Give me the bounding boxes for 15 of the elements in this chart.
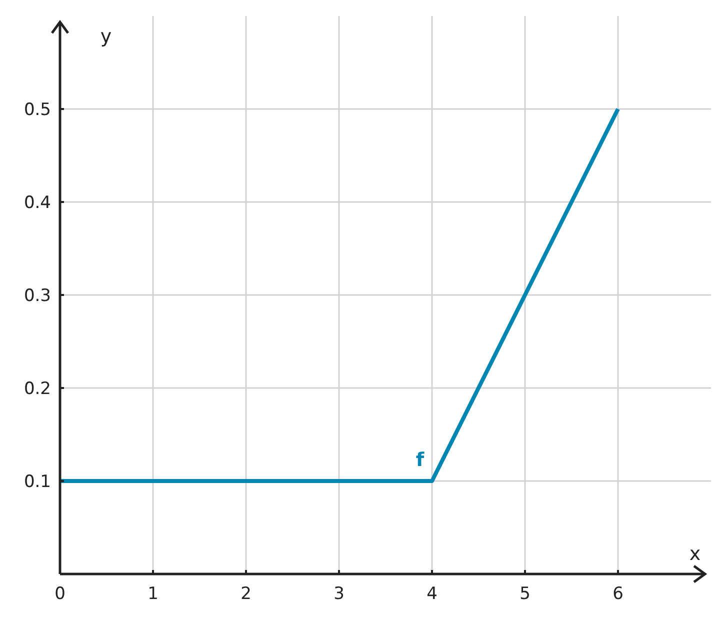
series-label: f	[416, 449, 425, 471]
x-tick-label: 4	[426, 584, 438, 604]
y-tick-label: 0.3	[24, 286, 51, 306]
y-axis-title: y	[100, 26, 112, 48]
x-tick-label: 0	[54, 584, 66, 604]
y-tick-label: 0.1	[24, 472, 51, 492]
x-tick-label: 3	[334, 584, 344, 604]
y-tick-label: 0.2	[24, 378, 51, 399]
y-tick-label: 0.5	[24, 100, 51, 120]
x-axis-title: x	[689, 543, 701, 565]
x-tick-label: 2	[240, 584, 252, 604]
x-tick-label: 6	[612, 584, 624, 604]
y-tick-label: 0.4	[24, 192, 51, 213]
x-tick-label: 5	[520, 584, 530, 604]
x-tick-label: 1	[148, 584, 158, 604]
